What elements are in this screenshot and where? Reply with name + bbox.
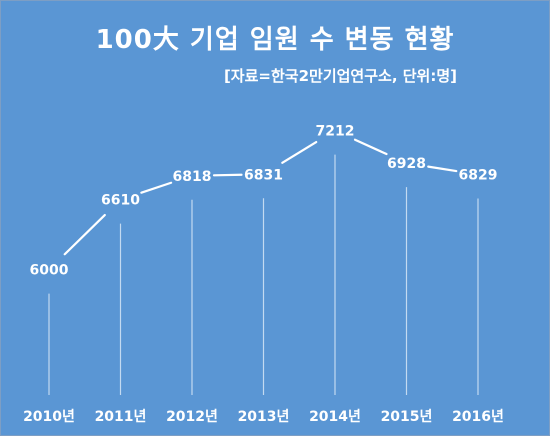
- x-tick-label: 2011년: [95, 409, 147, 425]
- data-label: 6000: [30, 263, 69, 279]
- series-line-segment: [281, 140, 318, 164]
- x-tick-label: 2010년: [23, 409, 75, 425]
- chart-title: 100大 기업 임원 수 변동 현황: [95, 25, 455, 55]
- x-tick-label: 2014년: [309, 409, 361, 425]
- data-label: 7212: [316, 124, 355, 140]
- data-label: 6831: [244, 167, 283, 183]
- x-tick-label: 2012년: [166, 409, 218, 425]
- data-label: 6928: [387, 156, 426, 172]
- series-line-segment: [353, 138, 388, 156]
- series-line-segment: [63, 213, 106, 256]
- chart-subtitle: [자료=한국2만기업연구소, 단위:명]: [223, 67, 457, 85]
- x-tick-label: 2016년: [452, 409, 504, 425]
- series-line-segment: [427, 165, 458, 173]
- data-label: 6610: [101, 193, 140, 209]
- data-label: 6818: [173, 169, 212, 185]
- series-line-segment: [140, 181, 173, 194]
- x-tick-label: 2015년: [381, 409, 433, 425]
- x-tick-label: 2013년: [238, 409, 290, 425]
- data-label: 6829: [459, 168, 498, 184]
- series-line-segment: [212, 173, 243, 177]
